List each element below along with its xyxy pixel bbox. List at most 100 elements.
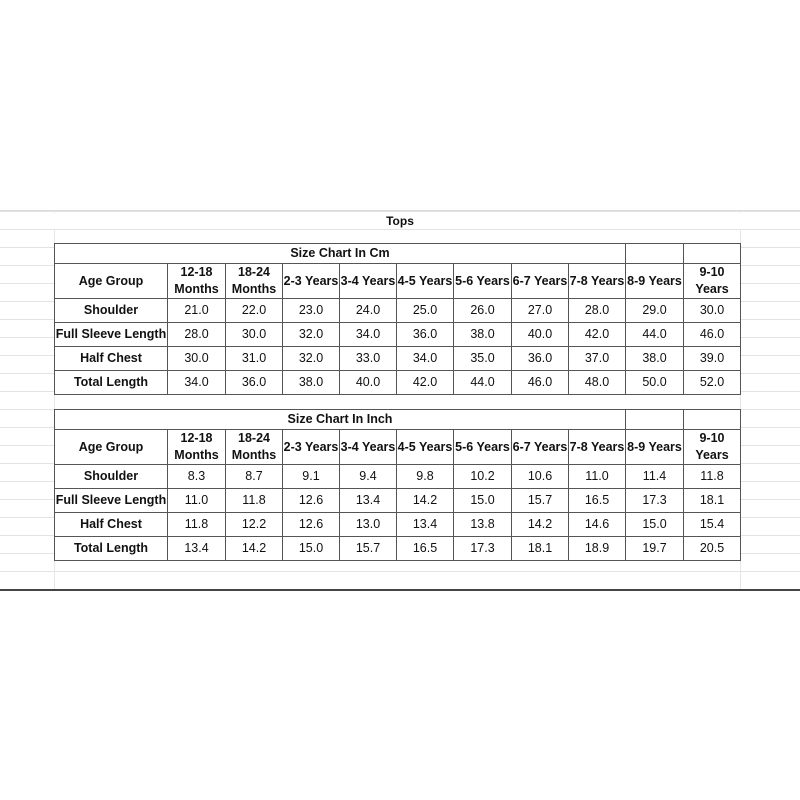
value-cell: 29.0 — [625, 298, 684, 323]
value-cell: 11.8 — [225, 488, 283, 513]
value-cell: 20.5 — [683, 536, 741, 561]
value-cell: 21.0 — [167, 298, 226, 323]
value-cell: 15.0 — [453, 488, 512, 513]
empty-cell — [625, 243, 684, 264]
spreadsheet-area: Tops Size Chart In Cm Age Group 12-18 Month… — [0, 210, 800, 591]
value-cell: 9.4 — [339, 464, 397, 489]
table-row: Total Length 34.0 36.0 38.0 40.0 42.0 44.0 46.0… — [54, 370, 741, 395]
value-cell: 32.0 — [282, 346, 340, 371]
value-cell: 38.0 — [282, 370, 340, 395]
column-header: Age Group — [54, 429, 168, 465]
value-cell: 15.4 — [683, 512, 741, 537]
value-cell: 27.0 — [511, 298, 569, 323]
table-caption: Size Chart In Inch — [54, 409, 626, 430]
value-cell: 22.0 — [225, 298, 283, 323]
value-cell: 12.6 — [282, 488, 340, 513]
value-cell: 13.4 — [167, 536, 226, 561]
row-label: Full Sleeve Length — [54, 488, 168, 513]
column-header: 18-24 Months — [225, 263, 283, 299]
value-cell: 30.0 — [225, 322, 283, 347]
value-cell: 39.0 — [683, 346, 741, 371]
value-cell: 37.0 — [568, 346, 626, 371]
value-cell: 15.7 — [339, 536, 397, 561]
value-cell: 31.0 — [225, 346, 283, 371]
value-cell: 12.2 — [225, 512, 283, 537]
value-cell: 19.7 — [625, 536, 684, 561]
value-cell: 10.2 — [453, 464, 512, 489]
value-cell: 17.3 — [625, 488, 684, 513]
column-header: 18-24 Months — [225, 429, 283, 465]
column-header: 7-8 Years — [568, 429, 626, 465]
value-cell: 36.0 — [396, 322, 454, 347]
value-cell: 9.8 — [396, 464, 454, 489]
column-header: 7-8 Years — [568, 263, 626, 299]
caption-row: Size Chart In Cm — [54, 243, 741, 264]
value-cell: 11.8 — [167, 512, 226, 537]
column-header: 8-9 Years — [625, 263, 684, 299]
value-cell: 38.0 — [625, 346, 684, 371]
value-cell: 26.0 — [453, 298, 512, 323]
empty-cell — [683, 409, 741, 430]
value-cell: 34.0 — [396, 346, 454, 371]
column-header: 4-5 Years — [396, 429, 454, 465]
empty-cell — [625, 409, 684, 430]
value-cell: 28.0 — [167, 322, 226, 347]
column-header: 6-7 Years — [511, 429, 569, 465]
value-cell: 40.0 — [339, 370, 397, 395]
value-cell: 50.0 — [625, 370, 684, 395]
value-cell: 36.0 — [225, 370, 283, 395]
table-caption: Size Chart In Cm — [54, 243, 626, 264]
value-cell: 13.8 — [453, 512, 512, 537]
row-label: Half Chest — [54, 346, 168, 371]
table-row: Full Sleeve Length 28.0 30.0 32.0 34.0 36.0 38… — [54, 322, 741, 347]
column-header: 5-6 Years — [453, 263, 512, 299]
value-cell: 44.0 — [453, 370, 512, 395]
value-cell: 17.3 — [453, 536, 512, 561]
value-cell: 46.0 — [683, 322, 741, 347]
value-cell: 11.8 — [683, 464, 741, 489]
value-cell: 35.0 — [453, 346, 512, 371]
value-cell: 44.0 — [625, 322, 684, 347]
column-header: 2-3 Years — [282, 429, 340, 465]
value-cell: 48.0 — [568, 370, 626, 395]
value-cell: 11.0 — [568, 464, 626, 489]
table-row: Shoulder 8.3 8.7 9.1 9.4 9.8 10.2 10.6 11.0 11.4 1… — [54, 464, 741, 489]
value-cell: 11.4 — [625, 464, 684, 489]
value-cell: 14.6 — [568, 512, 626, 537]
value-cell: 16.5 — [396, 536, 454, 561]
value-cell: 18.1 — [683, 488, 741, 513]
value-cell: 40.0 — [511, 322, 569, 347]
row-label: Total Length — [54, 536, 168, 561]
row-label: Total Length — [54, 370, 168, 395]
value-cell: 42.0 — [568, 322, 626, 347]
value-cell: 34.0 — [167, 370, 226, 395]
value-cell: 15.7 — [511, 488, 569, 513]
value-cell: 14.2 — [225, 536, 283, 561]
value-cell: 18.9 — [568, 536, 626, 561]
value-cell: 25.0 — [396, 298, 454, 323]
column-header: Age Group — [54, 263, 168, 299]
column-header: 3-4 Years — [339, 429, 397, 465]
row-label: Half Chest — [54, 512, 168, 537]
column-header: 3-4 Years — [339, 263, 397, 299]
value-cell: 24.0 — [339, 298, 397, 323]
value-cell: 12.6 — [282, 512, 340, 537]
value-cell: 52.0 — [683, 370, 741, 395]
value-cell: 38.0 — [453, 322, 512, 347]
column-header: 6-7 Years — [511, 263, 569, 299]
column-header: 2-3 Years — [282, 263, 340, 299]
table-row: Half Chest 11.8 12.2 12.6 13.0 13.4 13.8 14.2 14… — [54, 512, 741, 537]
value-cell: 14.2 — [511, 512, 569, 537]
column-header: 9-10 Years — [683, 263, 741, 299]
value-cell: 10.6 — [511, 464, 569, 489]
column-header: 5-6 Years — [453, 429, 512, 465]
value-cell: 11.0 — [167, 488, 226, 513]
caption-row: Size Chart In Inch — [54, 409, 741, 430]
column-header: 4-5 Years — [396, 263, 454, 299]
value-cell: 34.0 — [339, 322, 397, 347]
row-label: Full Sleeve Length — [54, 322, 168, 347]
column-header: 9-10 Years — [683, 429, 741, 465]
value-cell: 15.0 — [282, 536, 340, 561]
value-cell: 18.1 — [511, 536, 569, 561]
value-cell: 13.4 — [396, 512, 454, 537]
